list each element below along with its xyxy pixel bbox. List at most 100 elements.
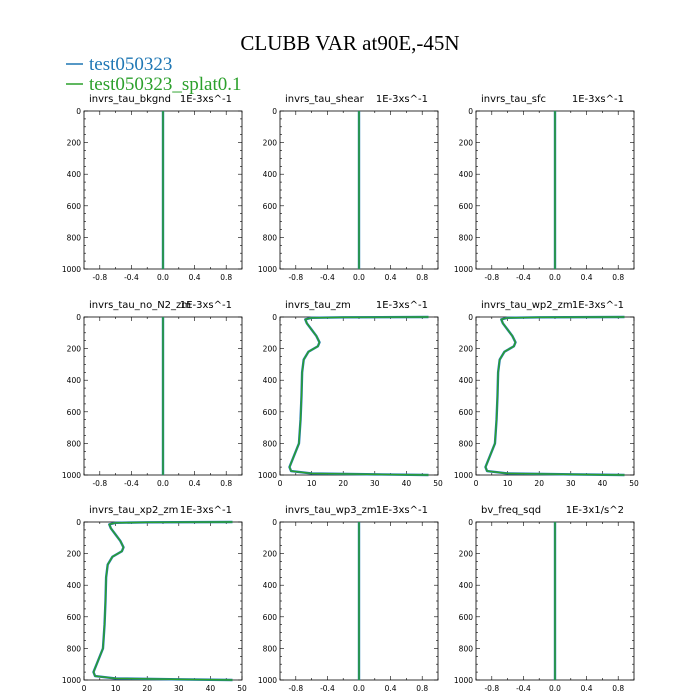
panel-units: 1E-3xs^-1 — [572, 94, 624, 105]
y-tick-label: 400 — [459, 170, 474, 179]
y-tick-label: 1000 — [258, 676, 277, 685]
x-tick-label: 0.4 — [385, 684, 397, 693]
x-tick-label: 40 — [402, 479, 412, 488]
y-tick-label: 800 — [67, 644, 82, 653]
x-tick-label: 20 — [142, 684, 152, 693]
y-tick-label: 1000 — [62, 471, 81, 480]
x-tick-label: 30 — [566, 479, 576, 488]
legend-label-1: test050323 — [89, 54, 172, 75]
panel-3: invrs_tau_sfc 1E-3xs^-1 0 200 400 600 800 1000 -… — [454, 94, 635, 282]
y-tick-label: 0 — [468, 313, 473, 322]
y-tick-label: 0 — [468, 107, 473, 116]
x-tick-label: 0.4 — [385, 273, 397, 282]
y-tick-label: 1000 — [454, 676, 473, 685]
y-tick-label: 200 — [459, 139, 474, 148]
x-tick-label: 0.0 — [157, 479, 169, 488]
panel-units: 1E-3xs^-1 — [572, 300, 624, 311]
x-tick-label: 0.8 — [416, 684, 428, 693]
x-tick-label: -0.4 — [516, 684, 531, 693]
y-tick-label: 400 — [459, 376, 474, 385]
y-tick-label: 0 — [76, 107, 81, 116]
panel-title: invrs_tau_bkgnd — [89, 94, 171, 105]
x-tick-label: -0.4 — [516, 273, 531, 282]
x-tick-label: 0.0 — [353, 684, 365, 693]
x-tick-label: 0.0 — [549, 273, 561, 282]
y-tick-label: 600 — [67, 613, 82, 622]
y-tick-label: 200 — [67, 139, 82, 148]
x-tick-label: 0.0 — [549, 684, 561, 693]
x-tick-label: 30 — [370, 479, 380, 488]
panels: invrs_tau_bkgnd 1E-3xs^-10200400600800100… — [62, 94, 639, 693]
x-tick-label: 10 — [503, 479, 513, 488]
y-tick-label: 600 — [459, 202, 474, 211]
y-tick-label: 600 — [263, 408, 278, 417]
figure-title: CLUBB VAR at90E,-45N — [240, 31, 459, 55]
y-tick-label: 800 — [263, 644, 278, 653]
panel-units: 1E-3xs^-1 — [376, 94, 428, 105]
panel-8: invrs_tau_wp3_zm 1E-3xs^-1 0 200 400 600 800 10… — [258, 505, 439, 693]
y-tick-label: 200 — [263, 345, 278, 354]
y-tick-label: 800 — [459, 233, 474, 242]
panel-units: 1E-3xs^-1 — [180, 505, 232, 516]
x-tick-label: 0 — [82, 684, 87, 693]
x-tick-label: 0 — [278, 479, 283, 488]
x-tick-label: 0.8 — [220, 273, 232, 282]
panel-frame — [279, 316, 439, 476]
panel-units: 1E-3xs^-1 — [376, 300, 428, 311]
x-tick-label: 0.8 — [220, 479, 232, 488]
y-tick-label: 600 — [459, 613, 474, 622]
panel-title: bv_freq_sqd — [481, 505, 541, 516]
panel-frame — [475, 316, 635, 476]
y-tick-label: 800 — [263, 439, 278, 448]
legend-label-2: test050323_splat0.1 — [89, 74, 242, 95]
x-tick-label: 0.8 — [612, 273, 624, 282]
y-tick-label: 0 — [272, 107, 277, 116]
series-line-1 — [92, 520, 233, 682]
y-tick-label: 1000 — [454, 471, 473, 480]
x-tick-label: 10 — [111, 684, 121, 693]
y-tick-label: 1000 — [258, 265, 277, 274]
x-tick-label: 0.8 — [612, 684, 624, 693]
x-tick-label: -0.4 — [320, 273, 335, 282]
panel-7: invrs_tau_xp2_zm 1E-3xs^-1020040060080010… — [62, 505, 247, 693]
x-tick-label: 30 — [174, 684, 184, 693]
x-tick-label: -0.8 — [92, 273, 107, 282]
y-tick-label: 800 — [67, 439, 82, 448]
x-tick-label: 50 — [433, 479, 443, 488]
x-tick-label: 50 — [629, 479, 639, 488]
x-tick-label: 40 — [206, 684, 216, 693]
y-tick-label: 600 — [459, 408, 474, 417]
x-tick-label: 0.8 — [416, 273, 428, 282]
panel-units: 1E-3xs^-1 — [376, 505, 428, 516]
y-tick-label: 400 — [67, 581, 82, 590]
y-tick-label: 400 — [263, 170, 278, 179]
y-tick-label: 200 — [67, 345, 82, 354]
series-line-2 — [92, 521, 233, 681]
y-tick-label: 0 — [468, 518, 473, 527]
y-tick-label: 1000 — [62, 265, 81, 274]
x-tick-label: 10 — [307, 479, 317, 488]
panel-title: invrs_tau_sfc — [481, 94, 546, 105]
panel-title: invrs_tau_zm — [285, 300, 351, 311]
y-tick-label: 0 — [76, 313, 81, 322]
y-tick-label: 800 — [67, 233, 82, 242]
x-tick-label: 40 — [598, 479, 608, 488]
y-tick-label: 600 — [67, 408, 82, 417]
series-line-2 — [484, 316, 625, 476]
y-tick-label: 200 — [263, 550, 278, 559]
x-tick-label: 50 — [237, 684, 247, 693]
y-tick-label: 800 — [263, 233, 278, 242]
panel-title: invrs_tau_wp3_zm — [285, 505, 377, 516]
x-tick-label: 0.0 — [157, 273, 169, 282]
y-tick-label: 400 — [263, 581, 278, 590]
y-tick-label: 400 — [67, 376, 82, 385]
panel-title: invrs_tau_shear — [285, 94, 365, 105]
panel-title: invrs_tau_xp2_zm — [89, 505, 178, 516]
series-line-1 — [288, 315, 429, 477]
y-tick-label: 800 — [459, 439, 474, 448]
x-tick-label: -0.8 — [288, 684, 303, 693]
y-tick-label: 400 — [263, 376, 278, 385]
